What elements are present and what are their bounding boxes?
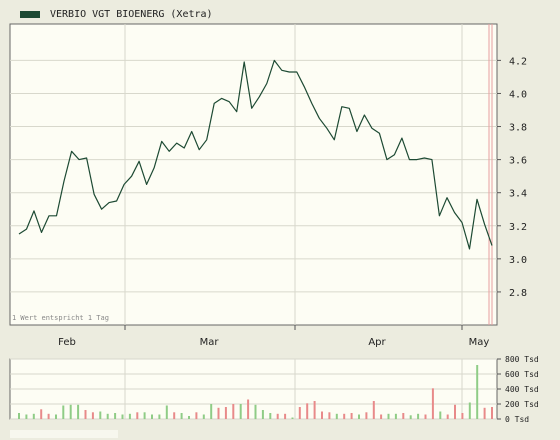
volume-bar (468, 402, 471, 419)
volume-bar (431, 388, 434, 420)
x-tick-label: Feb (58, 337, 76, 348)
chart-legend: VERBIO VGT BIOENERG (Xetra) (20, 7, 213, 21)
y-tick-label: 4.0 (509, 89, 527, 100)
volume-bar (202, 414, 205, 419)
volume-bar (121, 414, 124, 419)
legend-label: VERBIO VGT BIOENERG (Xetra) (50, 8, 213, 20)
volume-bar (99, 411, 102, 419)
volume-bar (350, 413, 353, 419)
volume-bar (151, 414, 153, 419)
volume-tick-label: 200 Tsd (505, 400, 539, 409)
volume-bar (180, 413, 183, 419)
y-tick-label: 3.4 (509, 189, 527, 200)
volume-bar (25, 414, 28, 419)
y-tick-label: 3.6 (509, 156, 527, 167)
volume-tick-label: 0 Tsd (505, 415, 529, 424)
volume-bar (298, 407, 301, 419)
volume-bar (217, 407, 220, 420)
y-tick-label: 3.8 (509, 123, 527, 134)
volume-bar (365, 412, 368, 420)
volume-bar (18, 413, 20, 419)
volume-bar (128, 413, 131, 420)
scroll-bar[interactable] (10, 430, 118, 438)
volume-bar (239, 404, 242, 419)
volume-bar (47, 413, 50, 420)
volume-bar (106, 413, 109, 420)
volume-bar (84, 410, 87, 419)
volume-bar (358, 414, 360, 419)
volume-bar (69, 404, 72, 420)
volume-bar (284, 413, 287, 420)
volume-bar (321, 411, 323, 419)
volume-bar (254, 404, 257, 420)
volume-bar (439, 411, 442, 419)
x-tick-label: Mar (200, 337, 220, 348)
volume-bar (454, 404, 456, 420)
volume-bar (32, 413, 35, 420)
volume-bar (158, 414, 161, 419)
volume-bar (269, 413, 272, 419)
volume-bar (476, 365, 479, 419)
volume-bar (313, 401, 316, 419)
volume-bar (424, 414, 427, 419)
legend-swatch (20, 10, 40, 18)
volume-bar (62, 405, 65, 419)
volume-bar (335, 413, 338, 420)
volume-bar (387, 413, 390, 420)
volume-bar (461, 413, 464, 419)
volume-bar (394, 413, 397, 420)
volume-bar (261, 410, 264, 419)
volume-bar (483, 407, 486, 420)
y-tick-label: 2.8 (509, 288, 527, 299)
volume-bar (491, 407, 493, 419)
volume-bar (210, 404, 213, 419)
volume-bar (372, 401, 375, 419)
volume-bar (91, 412, 94, 420)
volume-bar (343, 413, 346, 420)
volume-bar (173, 412, 176, 420)
volume-tick-label: 600 Tsd (505, 370, 539, 379)
volume-bar (40, 409, 43, 420)
volume-bar (114, 413, 117, 419)
x-tick-label: Apr (368, 337, 386, 348)
volume-bar (328, 412, 331, 420)
volume-tick-label: 400 Tsd (505, 385, 539, 394)
y-tick-label: 3.2 (509, 222, 527, 233)
data-note: 1 Wert entspricht 1 Tag (12, 314, 109, 322)
volume-bar (165, 405, 168, 419)
volume-bar (291, 417, 294, 419)
y-tick-label: 4.2 (509, 56, 527, 67)
volume-bar (55, 414, 57, 419)
y-tick-label: 3.0 (509, 255, 527, 266)
volume-bar (417, 413, 420, 420)
volume-bar (77, 404, 80, 420)
volume-bar (143, 412, 146, 420)
volume-bar (232, 404, 235, 419)
price-panel (9, 23, 498, 326)
volume-bar (276, 413, 279, 420)
volume-bar (247, 399, 250, 419)
volume-bar (306, 403, 309, 420)
volume-bar (446, 414, 449, 419)
x-tick-label: May (469, 337, 490, 348)
volume-bar (224, 407, 227, 419)
volume-bar (409, 415, 412, 420)
volume-bar (402, 413, 405, 419)
volume-bar (136, 412, 139, 420)
price-series-line (18, 59, 493, 250)
volume-tick-label: 800 Tsd (505, 355, 539, 364)
volume-bar (188, 416, 190, 419)
volume-bar (195, 412, 198, 420)
volume-bar (380, 414, 383, 419)
